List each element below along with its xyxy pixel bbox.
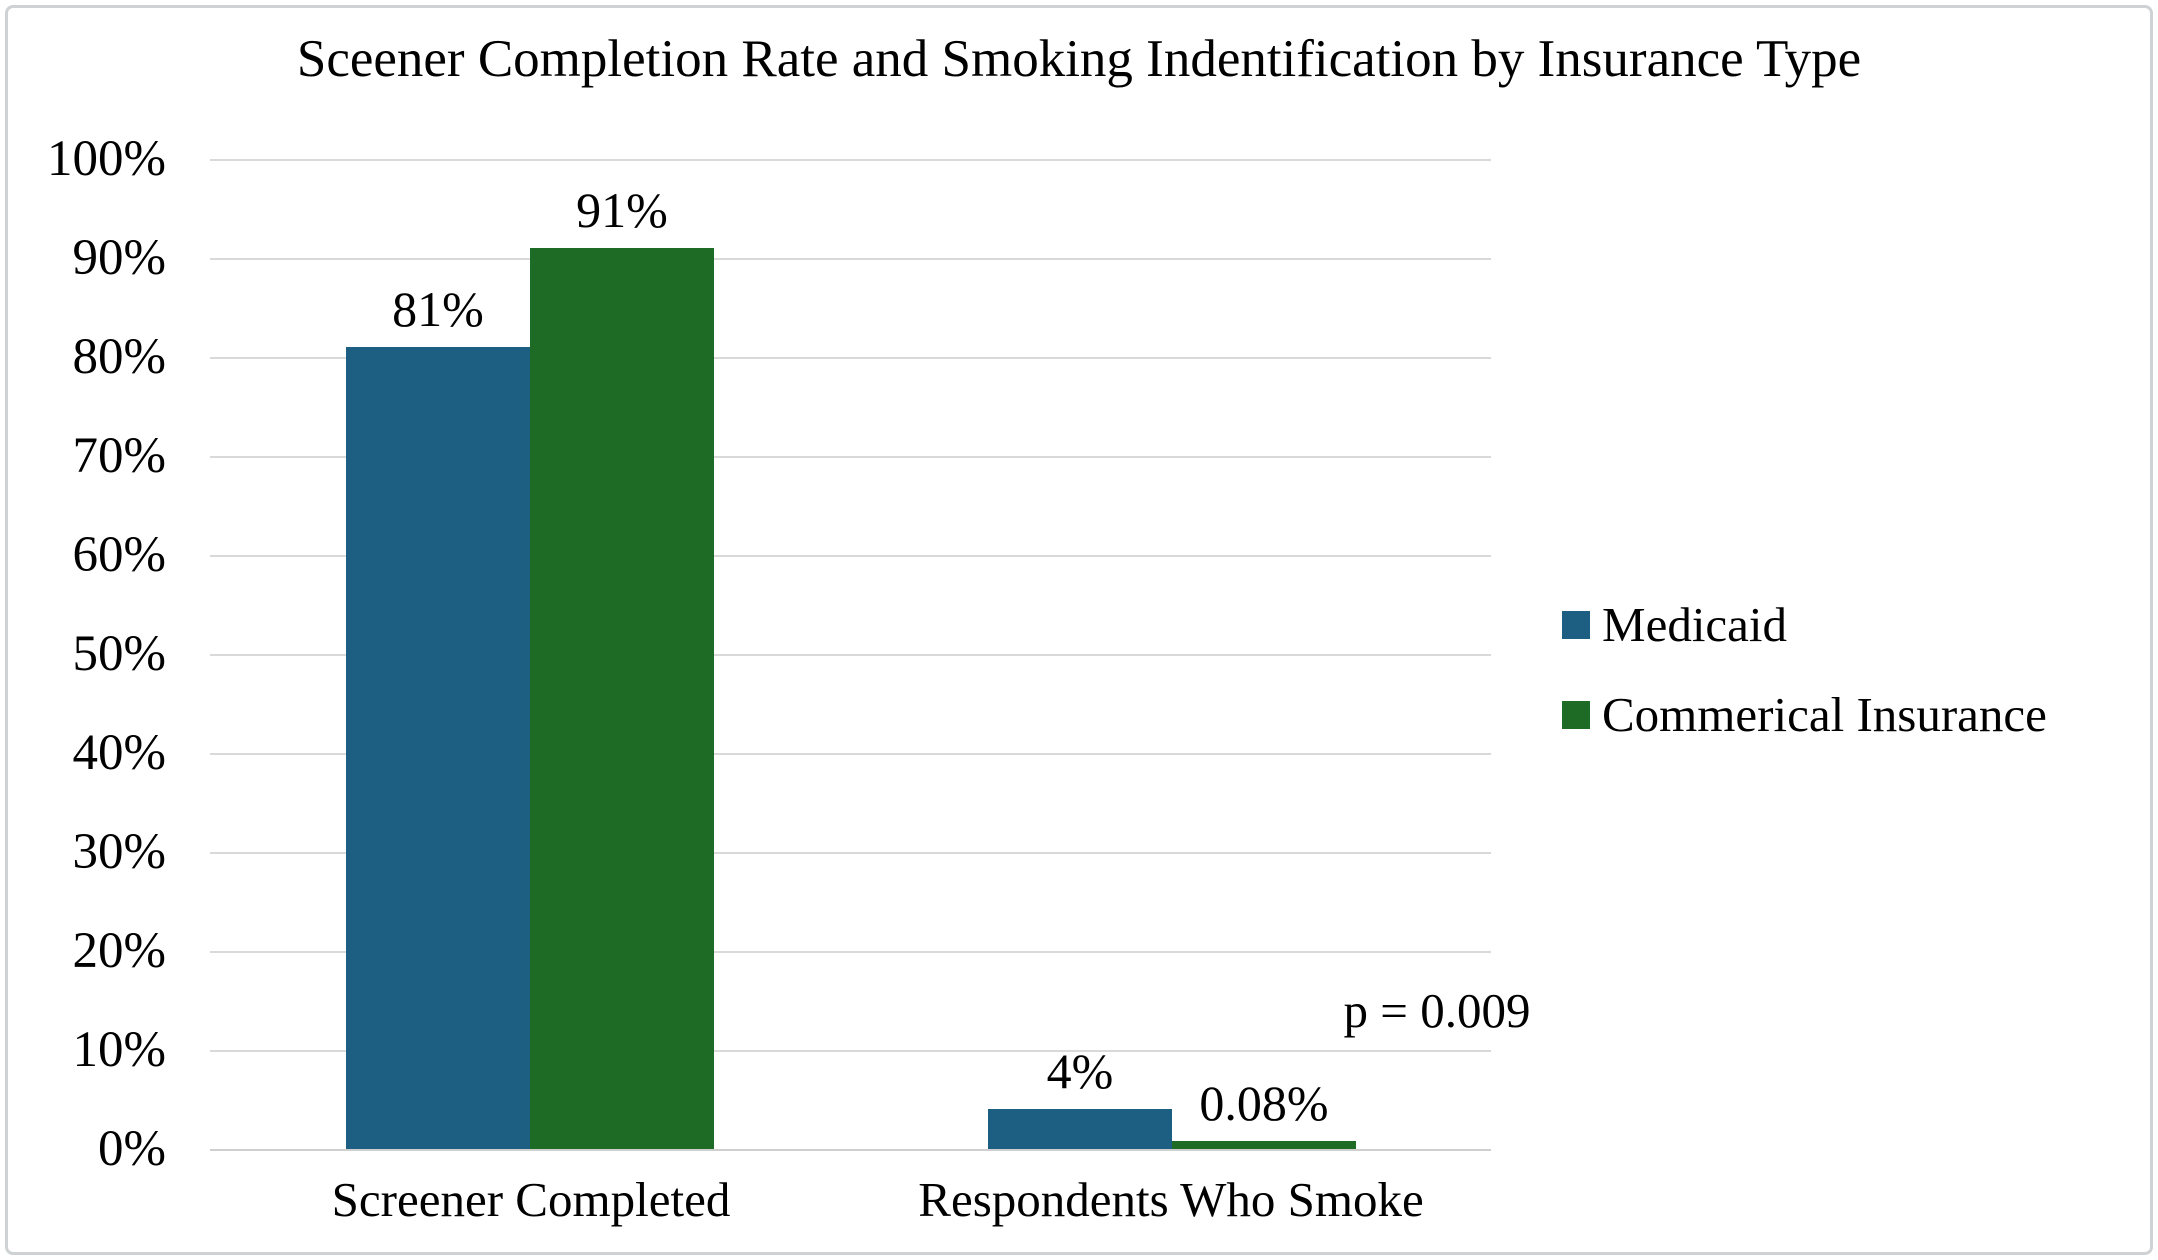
bar-value-label: 4% bbox=[1046, 1042, 1114, 1099]
category-label: Screener Completed bbox=[331, 1172, 731, 1227]
bar-commerical-insurance-screener-completed bbox=[530, 248, 714, 1149]
plot-area: 81% 91% 4% 0.08% bbox=[210, 159, 1491, 1151]
bar-value-label: 81% bbox=[392, 280, 484, 337]
legend-item-medicaid: Medicaid bbox=[1562, 596, 2047, 653]
gridline bbox=[210, 753, 1491, 755]
legend-label: Medicaid bbox=[1602, 597, 1788, 652]
gridline bbox=[210, 258, 1491, 260]
legend-swatch bbox=[1562, 610, 1590, 639]
y-axis-tick-label: 30% bbox=[72, 824, 166, 880]
legend-label: Commerical Insurance bbox=[1602, 687, 2047, 742]
bar-value-label: 91% bbox=[576, 181, 668, 238]
gridline bbox=[210, 159, 1491, 161]
y-axis-tick-label: 0% bbox=[98, 1121, 166, 1177]
bar-commerical-insurance-respondents-who-smoke bbox=[1172, 1141, 1356, 1149]
bar-medicaid-respondents-who-smoke bbox=[988, 1109, 1172, 1149]
y-axis-tick-label: 50% bbox=[72, 626, 166, 682]
gridline bbox=[210, 1050, 1491, 1052]
bar-medicaid-screener-completed bbox=[346, 347, 530, 1149]
y-axis-tick-label: 20% bbox=[72, 923, 166, 979]
chart-title: Sceener Completion Rate and Smoking Inde… bbox=[296, 30, 1862, 88]
gridline bbox=[210, 555, 1491, 557]
y-axis-tick-label: 40% bbox=[72, 725, 166, 781]
legend-item-commerical-insurance: Commerical Insurance bbox=[1562, 686, 2047, 743]
y-axis: 100% 90% 80% 70% 60% 50% 40% 30% 20% 10% 0% bbox=[18, 131, 166, 1177]
y-axis-tick-label: 60% bbox=[72, 527, 166, 583]
y-axis-tick-label: 80% bbox=[72, 329, 166, 385]
y-axis-tick-label: 10% bbox=[72, 1022, 166, 1078]
gridline bbox=[210, 852, 1491, 854]
gridline bbox=[210, 951, 1491, 953]
y-axis-tick-label: 70% bbox=[72, 428, 166, 484]
y-axis-tick-label: 90% bbox=[72, 230, 166, 286]
gridline bbox=[210, 357, 1491, 359]
gridline bbox=[210, 654, 1491, 656]
bar-value-label: 0.08% bbox=[1199, 1074, 1329, 1131]
category-label: Respondents Who Smoke bbox=[918, 1172, 1424, 1227]
p-value-annotation: p = 0.009 bbox=[1343, 983, 1531, 1038]
gridline bbox=[210, 456, 1491, 458]
y-axis-tick-label: 100% bbox=[47, 131, 166, 187]
gridline bbox=[210, 1149, 1491, 1151]
legend-swatch bbox=[1562, 700, 1590, 729]
legend: Medicaid Commerical Insurance bbox=[1562, 596, 2047, 743]
